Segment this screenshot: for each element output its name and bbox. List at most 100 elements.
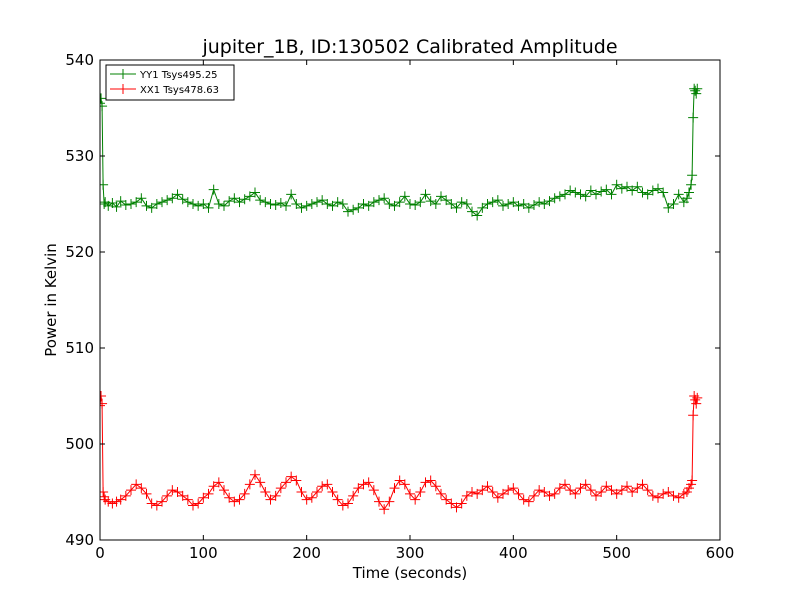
data-point-marker — [384, 496, 395, 507]
data-point-marker — [691, 88, 702, 99]
y-tick-label: 500 — [65, 435, 94, 453]
data-point-marker — [363, 200, 374, 211]
data-point-marker — [275, 198, 286, 209]
data-point-marker — [172, 487, 183, 497]
data-point-marker — [420, 189, 431, 200]
data-point-marker — [265, 494, 276, 505]
data-point-marker — [508, 483, 519, 494]
data-point-marker — [374, 195, 384, 206]
y-tick-label: 530 — [65, 147, 94, 165]
data-point-marker — [601, 481, 612, 492]
data-point-marker — [529, 490, 539, 501]
data-point-marker — [399, 191, 410, 202]
data-point-marker — [312, 487, 322, 497]
y-tick-label: 510 — [65, 339, 94, 357]
data-point-marker — [430, 481, 441, 492]
data-point-marker — [219, 485, 229, 496]
data-point-marker — [208, 481, 219, 492]
data-point-marker — [580, 191, 591, 202]
data-point-marker — [570, 488, 581, 499]
data-point-marker — [312, 197, 322, 208]
data-point-marker — [286, 189, 297, 200]
data-point-marker — [270, 199, 281, 210]
data-point-marker — [224, 196, 235, 207]
chart-title: jupiter_1B, ID:130502 Calibrated Amplitu… — [201, 36, 617, 58]
data-point-marker — [539, 487, 550, 497]
data-point-marker — [379, 193, 390, 204]
data-point-marker — [684, 483, 694, 494]
data-point-marker — [115, 494, 126, 505]
data-point-marker — [107, 498, 118, 509]
x-tick-label: 100 — [189, 544, 218, 562]
data-point-marker — [658, 187, 669, 198]
data-point-marker — [291, 475, 302, 486]
data-point-marker — [296, 202, 307, 213]
data-point-marker — [141, 488, 152, 499]
data-point-marker — [322, 479, 333, 490]
data-point-marker — [270, 490, 281, 501]
data-point-marker — [477, 485, 488, 496]
data-point-marker — [451, 502, 462, 513]
data-point-marker — [100, 93, 107, 104]
data-point-marker — [436, 191, 446, 202]
data-point-marker — [162, 195, 173, 206]
data-point-marker — [606, 485, 617, 496]
data-point-marker — [229, 496, 240, 507]
data-point-marker — [591, 189, 601, 200]
data-point-marker — [260, 487, 271, 497]
data-point-marker — [687, 475, 698, 486]
y-tick-label: 490 — [65, 531, 94, 549]
y-axis-label: Power in Kelvin — [42, 243, 60, 357]
data-point-marker — [575, 483, 586, 494]
data-point-marker — [389, 483, 400, 494]
data-point-marker — [498, 200, 508, 211]
data-point-marker — [332, 197, 343, 208]
data-point-marker — [157, 496, 167, 507]
data-point-marker — [213, 199, 224, 209]
data-point-marker — [306, 199, 317, 209]
data-point-marker — [172, 189, 183, 200]
data-point-marker — [467, 206, 477, 217]
data-point-marker — [343, 206, 353, 217]
data-point-marker — [167, 193, 178, 204]
data-point-marker — [322, 199, 333, 209]
data-point-marker — [107, 198, 118, 209]
data-point-marker — [182, 494, 193, 505]
data-point-marker — [601, 184, 612, 195]
data-point-marker — [100, 391, 107, 401]
data-point-marker — [632, 181, 643, 192]
data-point-marker — [544, 196, 555, 207]
data-point-marker — [684, 187, 694, 198]
data-point-marker — [239, 488, 250, 499]
data-point-marker — [384, 199, 395, 209]
data-point-marker — [565, 185, 576, 196]
data-point-marker — [518, 199, 529, 209]
data-point-marker — [327, 200, 338, 211]
data-point-marker — [317, 195, 328, 206]
data-point-marker — [425, 196, 436, 207]
data-point-marker — [120, 199, 131, 210]
data-point-marker — [358, 199, 369, 209]
data-point-marker — [544, 490, 555, 501]
legend-label: XX1 Tsys478.63 — [140, 85, 219, 96]
data-point-marker — [379, 504, 390, 515]
data-point-marker — [234, 197, 245, 208]
x-tick-label: 300 — [396, 544, 425, 562]
data-point-marker — [100, 487, 109, 497]
data-point-marker — [690, 394, 701, 405]
legend-swatch-marker — [118, 84, 128, 94]
data-point-marker — [492, 492, 503, 503]
data-point-marker — [151, 199, 162, 209]
data-point-marker — [100, 179, 109, 190]
data-point-marker — [681, 193, 692, 204]
data-point-marker — [301, 494, 312, 505]
data-point-marker — [673, 492, 684, 503]
series-2 — [100, 391, 703, 515]
data-point-marker — [410, 199, 421, 210]
data-point-marker — [647, 185, 658, 196]
data-point-marker — [126, 485, 136, 496]
legend-box — [105, 64, 235, 101]
data-point-marker — [534, 485, 545, 496]
data-point-marker — [136, 483, 147, 494]
data-point-marker — [565, 485, 576, 496]
